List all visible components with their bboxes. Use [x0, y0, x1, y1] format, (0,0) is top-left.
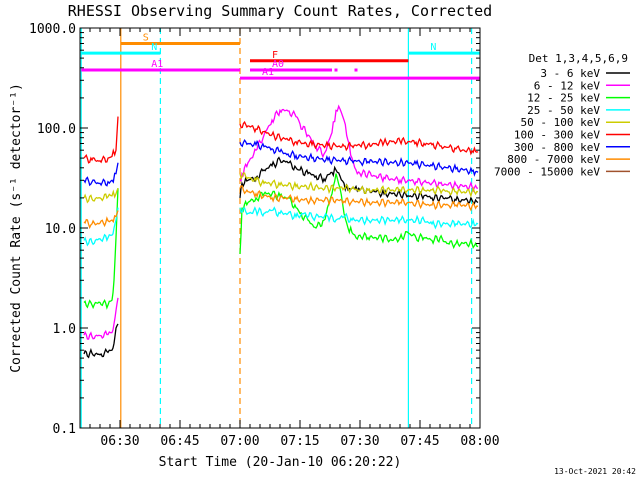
legend-label-800-7000-kev: 800 - 7000 keV [507, 153, 600, 166]
series-line-6-12-kev [239, 104, 479, 193]
series-line-800-7000-kev [83, 210, 119, 230]
x-tick-label: 07:15 [280, 434, 319, 449]
x-tick-label: 07:30 [340, 434, 379, 449]
vertical-markers [80, 28, 473, 428]
x-tick-label: 06:30 [100, 434, 139, 449]
legend-label-12-25-kev: 12 - 25 keV [527, 92, 600, 105]
legend-label-7000-15000-kev: 7000 - 15000 keV [494, 165, 600, 178]
series-lines [83, 104, 479, 359]
series-line-12-25-kev [239, 173, 479, 255]
series-line-300-800-kev [83, 162, 119, 187]
plot-frame [79, 27, 481, 429]
y-tick-label: 0.1 [53, 422, 76, 437]
x-tick-label: 08:00 [460, 434, 499, 449]
series-line-300-800-kev [239, 138, 479, 177]
y-tick-label: 1.0 [53, 322, 76, 337]
interval-label-s: S [143, 32, 149, 43]
series-line-25-50-kev [239, 206, 479, 230]
series-line-50-100-kev [239, 172, 479, 198]
series-line-50-100-kev [83, 187, 119, 204]
y-axis-ticks: 0.1 1.0 10.0 100.0 1000.0 [29, 22, 480, 437]
x-axis-ticks: 06:30 06:45 07:00 07:15 07:30 07:45 08:00 [79, 28, 500, 449]
y-tick-label: 10.0 [45, 222, 76, 237]
legend-label-6-12-kev: 6 - 12 keV [534, 79, 601, 92]
a0-dot [274, 68, 278, 72]
interval-label-f: F [272, 50, 278, 61]
interval-label-n: N [151, 42, 157, 53]
y-tick-label: 100.0 [37, 122, 76, 137]
legend-title: Det 1,3,4,5,6,9 [529, 52, 628, 65]
series-line-800-7000-kev [239, 185, 479, 212]
series-line-100-300-kev [83, 116, 119, 164]
interval-label-n: N [430, 42, 436, 53]
x-axis-label: Start Time (20-Jan-10 06:20:22) [159, 455, 402, 470]
legend-label-3-6-kev: 3 - 6 keV [540, 67, 600, 80]
x-tick-label: 07:00 [220, 434, 259, 449]
legend-label-25-50-kev: 25 - 50 keV [527, 104, 600, 117]
x-tick-label: 07:45 [400, 434, 439, 449]
legend-label-50-100-kev: 50 - 100 keV [521, 116, 601, 129]
footer-date: 13-Oct-2021 20:42 [554, 467, 636, 476]
y-tick-label: 1000.0 [29, 22, 76, 37]
a0-dot [334, 68, 338, 72]
interval-label-a1: A1 [151, 59, 163, 70]
interval-label-a0: A0 [272, 59, 284, 70]
x-tick-label: 06:45 [160, 434, 199, 449]
a0-dot [314, 68, 318, 72]
series-line-6-12-kev [83, 297, 119, 340]
chart-title: RHESSI Observing Summary Count Rates, Co… [68, 2, 492, 20]
interval-label-a1: A1 [262, 67, 274, 78]
y-axis-label: Corrected Count Rate (s⁻¹ detector⁻¹) [9, 83, 24, 373]
legend-label-100-300-kev: 100 - 300 keV [514, 129, 600, 142]
series-line-3-6-kev [83, 323, 119, 359]
series-line-25-50-kev [83, 207, 119, 247]
a0-dot [354, 68, 358, 72]
a0-dot [294, 68, 298, 72]
series-line-100-300-kev [239, 120, 479, 156]
series-line-12-25-kev [83, 188, 119, 310]
legend-label-300-800-kev: 300 - 800 keV [514, 141, 600, 154]
